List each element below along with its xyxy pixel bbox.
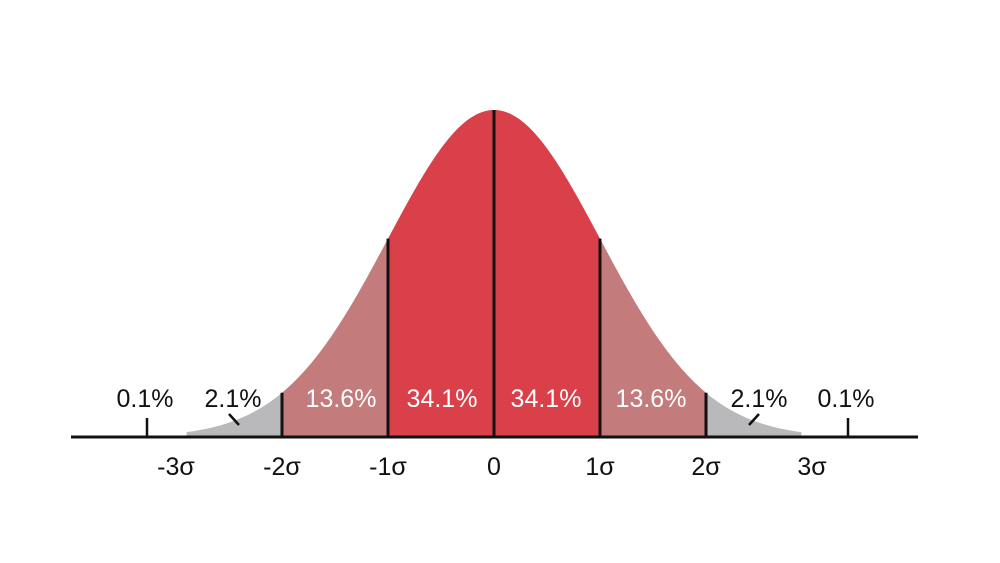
x-tick-label: 1σ [585, 453, 615, 481]
x-tick-labels: -3σ -2σ -1σ 0 1σ 2σ 3σ [157, 453, 827, 481]
percent-label: 13.6% [616, 385, 687, 413]
curve-region-6 [706, 392, 802, 437]
curve-region-3 [388, 110, 494, 437]
x-tick-label: 2σ [691, 453, 721, 481]
curve-region-1 [186, 392, 282, 437]
pointer-slash-right [748, 413, 760, 426]
curve-areas [186, 110, 802, 437]
percent-label: 13.6% [306, 385, 377, 413]
percent-labels: 0.1% 2.1% 13.6% 34.1% 34.1% 13.6% 2.1% 0.1% [117, 385, 875, 413]
percent-label: 34.1% [511, 385, 582, 413]
x-tick-label: 3σ [797, 453, 827, 481]
curve-region-5 [600, 238, 706, 437]
curve-region-2 [282, 238, 388, 437]
percent-label: 2.1% [205, 385, 262, 413]
x-tick-label: 0 [487, 453, 501, 481]
curve-region-4 [494, 110, 600, 437]
percent-label: 0.1% [818, 385, 875, 413]
percent-label: 2.1% [731, 385, 788, 413]
tail-pointers [145, 413, 850, 436]
x-tick-label: -3σ [157, 453, 195, 481]
pointer-slash-left [228, 413, 240, 426]
percent-label: 34.1% [407, 385, 478, 413]
x-tick-label: -2σ [263, 453, 301, 481]
x-tick-label: -1σ [369, 453, 407, 481]
percent-label: 0.1% [117, 385, 174, 413]
sigma-dividers [280, 110, 708, 437]
